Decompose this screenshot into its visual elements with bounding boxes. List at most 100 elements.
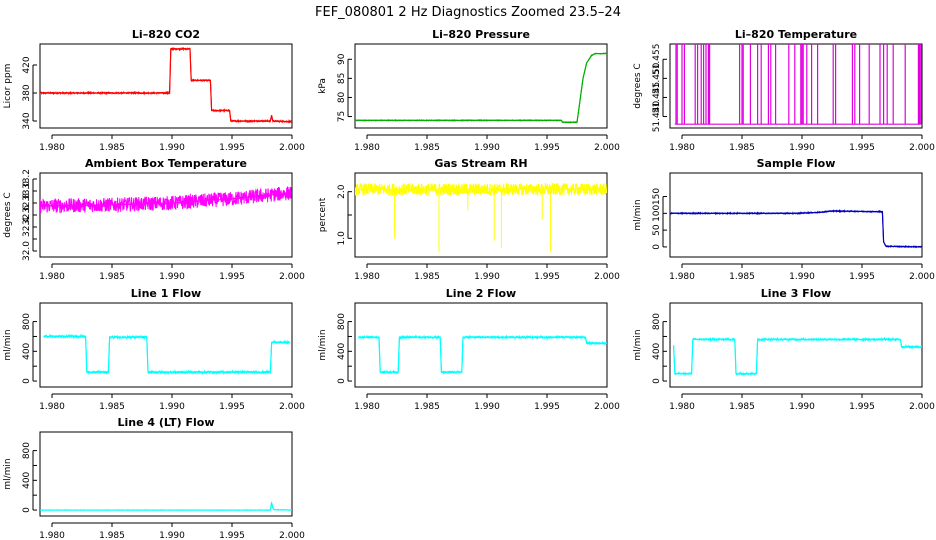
panel-title: Ambient Box Temperature	[85, 157, 247, 170]
x-tick-label: 1.990	[789, 402, 815, 412]
plot-box	[39, 431, 293, 517]
plot-box	[669, 302, 923, 388]
y-axis: 340 380 420	[22, 56, 37, 130]
y-tick-label: 150	[652, 188, 662, 205]
panel-line3: Line 3 Flow ml/min 1.980 1.985 1.990 1.995 2.0…	[633, 287, 935, 412]
y-axis-label: degrees C	[3, 192, 13, 237]
y-tick-label: 340	[22, 112, 32, 129]
plot-box	[39, 302, 293, 388]
y-tick-label: 80	[337, 91, 347, 103]
panel-pressure: Li–820 Pressure kPa 1.980 1.985 1.990 1.995 2.…	[318, 28, 620, 153]
y-tick-label: 51.455	[652, 44, 662, 76]
x-tick-label: 1.995	[534, 272, 560, 282]
x-tick-label: 1.995	[849, 143, 875, 153]
x-axis: 1.980 1.985 1.990 1.995 2.000	[669, 134, 935, 153]
y-tick-label: 51.440	[652, 101, 662, 133]
x-tick-label: 1.985	[99, 402, 125, 412]
y-tick-label: 51.450	[652, 62, 662, 94]
series-line	[40, 185, 292, 214]
x-tick-label: 2.000	[279, 402, 305, 412]
series-pressure	[355, 52, 607, 124]
x-axis: 1.980 1.985 1.990 1.995 2.000	[39, 522, 305, 540]
x-tick-label: 1.980	[39, 531, 65, 540]
series-trend	[358, 336, 607, 373]
series-trend	[673, 338, 922, 375]
x-tick-label: 1.985	[729, 402, 755, 412]
x-tick-label: 2.000	[279, 531, 305, 540]
x-tick-label: 2.000	[279, 143, 305, 153]
x-tick-label: 1.995	[534, 402, 560, 412]
y-tick-label: 50	[652, 224, 662, 236]
panel-title: Li–820 Temperature	[735, 28, 857, 41]
series-line	[355, 181, 607, 198]
series-line1	[43, 333, 291, 376]
x-axis: 1.980 1.985 1.990 1.995 2.000	[39, 393, 305, 412]
y-tick-label: 1.0	[337, 231, 347, 246]
x-tick-label: 1.995	[534, 143, 560, 153]
series-line	[43, 333, 291, 376]
x-axis: 1.980 1.985 1.990 1.995 2.000	[39, 263, 305, 282]
y-tick-label: 32.4	[22, 217, 32, 237]
y-axis: 32.0 32.432.632.833.033.2	[22, 169, 37, 261]
series-line3	[673, 336, 922, 376]
y-tick-label: 32.0	[22, 241, 32, 261]
x-tick-label: 2.000	[594, 402, 620, 412]
x-axis: 1.980 1.985 1.990 1.995 2.000	[354, 134, 620, 153]
series-trend	[40, 48, 292, 123]
y-tick-label: 400	[337, 342, 347, 359]
panel-title: Line 1 Flow	[131, 287, 201, 300]
x-tick-label: 1.995	[219, 402, 245, 412]
x-tick-label: 1.990	[474, 402, 500, 412]
y-axis-label: kPa	[318, 78, 328, 94]
panel-title: Li–820 CO2	[132, 28, 200, 41]
series-rh	[355, 181, 607, 253]
panel-title: Li–820 Pressure	[432, 28, 530, 41]
x-tick-label: 1.980	[39, 272, 65, 282]
plot-box	[669, 43, 923, 129]
series-line	[355, 52, 607, 124]
y-tick-label: 420	[22, 56, 32, 73]
x-tick-label: 1.990	[474, 272, 500, 282]
x-tick-label: 1.995	[219, 531, 245, 540]
x-axis: 1.980 1.985 1.990 1.995 2.000	[39, 134, 305, 153]
y-tick-label: 800	[337, 313, 347, 330]
y-tick-label: 0	[652, 244, 662, 250]
series-line	[40, 500, 292, 512]
x-tick-label: 1.980	[39, 143, 65, 153]
plot-box	[39, 172, 293, 258]
series-line2	[358, 334, 607, 375]
plot-box	[669, 172, 923, 258]
panel-line1: Line 1 Flow ml/min 1.980 1.985 1.990 1.995 2.0…	[3, 287, 305, 412]
x-tick-label: 1.980	[669, 402, 695, 412]
x-tick-label: 1.985	[414, 402, 440, 412]
y-axis: 0 400 800	[652, 313, 667, 384]
x-axis: 1.980 1.985 1.990 1.995 2.000	[669, 393, 935, 412]
x-tick-label: 1.985	[414, 272, 440, 282]
x-tick-label: 1.980	[354, 143, 380, 153]
y-tick-label: 400	[22, 342, 32, 359]
panel-title: Line 4 (LT) Flow	[118, 416, 215, 429]
x-tick-label: 1.990	[159, 402, 185, 412]
series-trend	[43, 335, 290, 373]
x-tick-label: 1.990	[474, 143, 500, 153]
y-axis-label: ml/min	[633, 199, 643, 230]
y-axis-label: ml/min	[3, 458, 13, 489]
x-tick-label: 1.980	[669, 272, 695, 282]
y-tick-label: 400	[22, 471, 32, 488]
y-axis-label: ml/min	[3, 329, 13, 360]
series-trend	[40, 502, 292, 511]
y-tick-label: 800	[22, 442, 32, 459]
panel-title: Sample Flow	[757, 157, 836, 170]
x-tick-label: 1.980	[669, 143, 695, 153]
y-tick-label: 0	[652, 378, 662, 384]
panel-line2: Line 2 Flow ml/min 1.980 1.985 1.990 1.995 2.0…	[318, 287, 620, 412]
panel-sample_flow: Sample Flow ml/min 1.980 1.985 1.990 1.995 2.0…	[633, 157, 935, 282]
x-tick-label: 1.985	[414, 143, 440, 153]
figure-title: FEF_080801 2 Hz Diagnostics Zoomed 23.5–…	[315, 5, 621, 20]
y-tick-label: 85	[337, 73, 347, 84]
x-tick-label: 1.985	[99, 272, 125, 282]
panel-co2: Li–820 CO2 Licor ppm 1.980 1.985 1.990 1.995 2…	[3, 28, 305, 153]
